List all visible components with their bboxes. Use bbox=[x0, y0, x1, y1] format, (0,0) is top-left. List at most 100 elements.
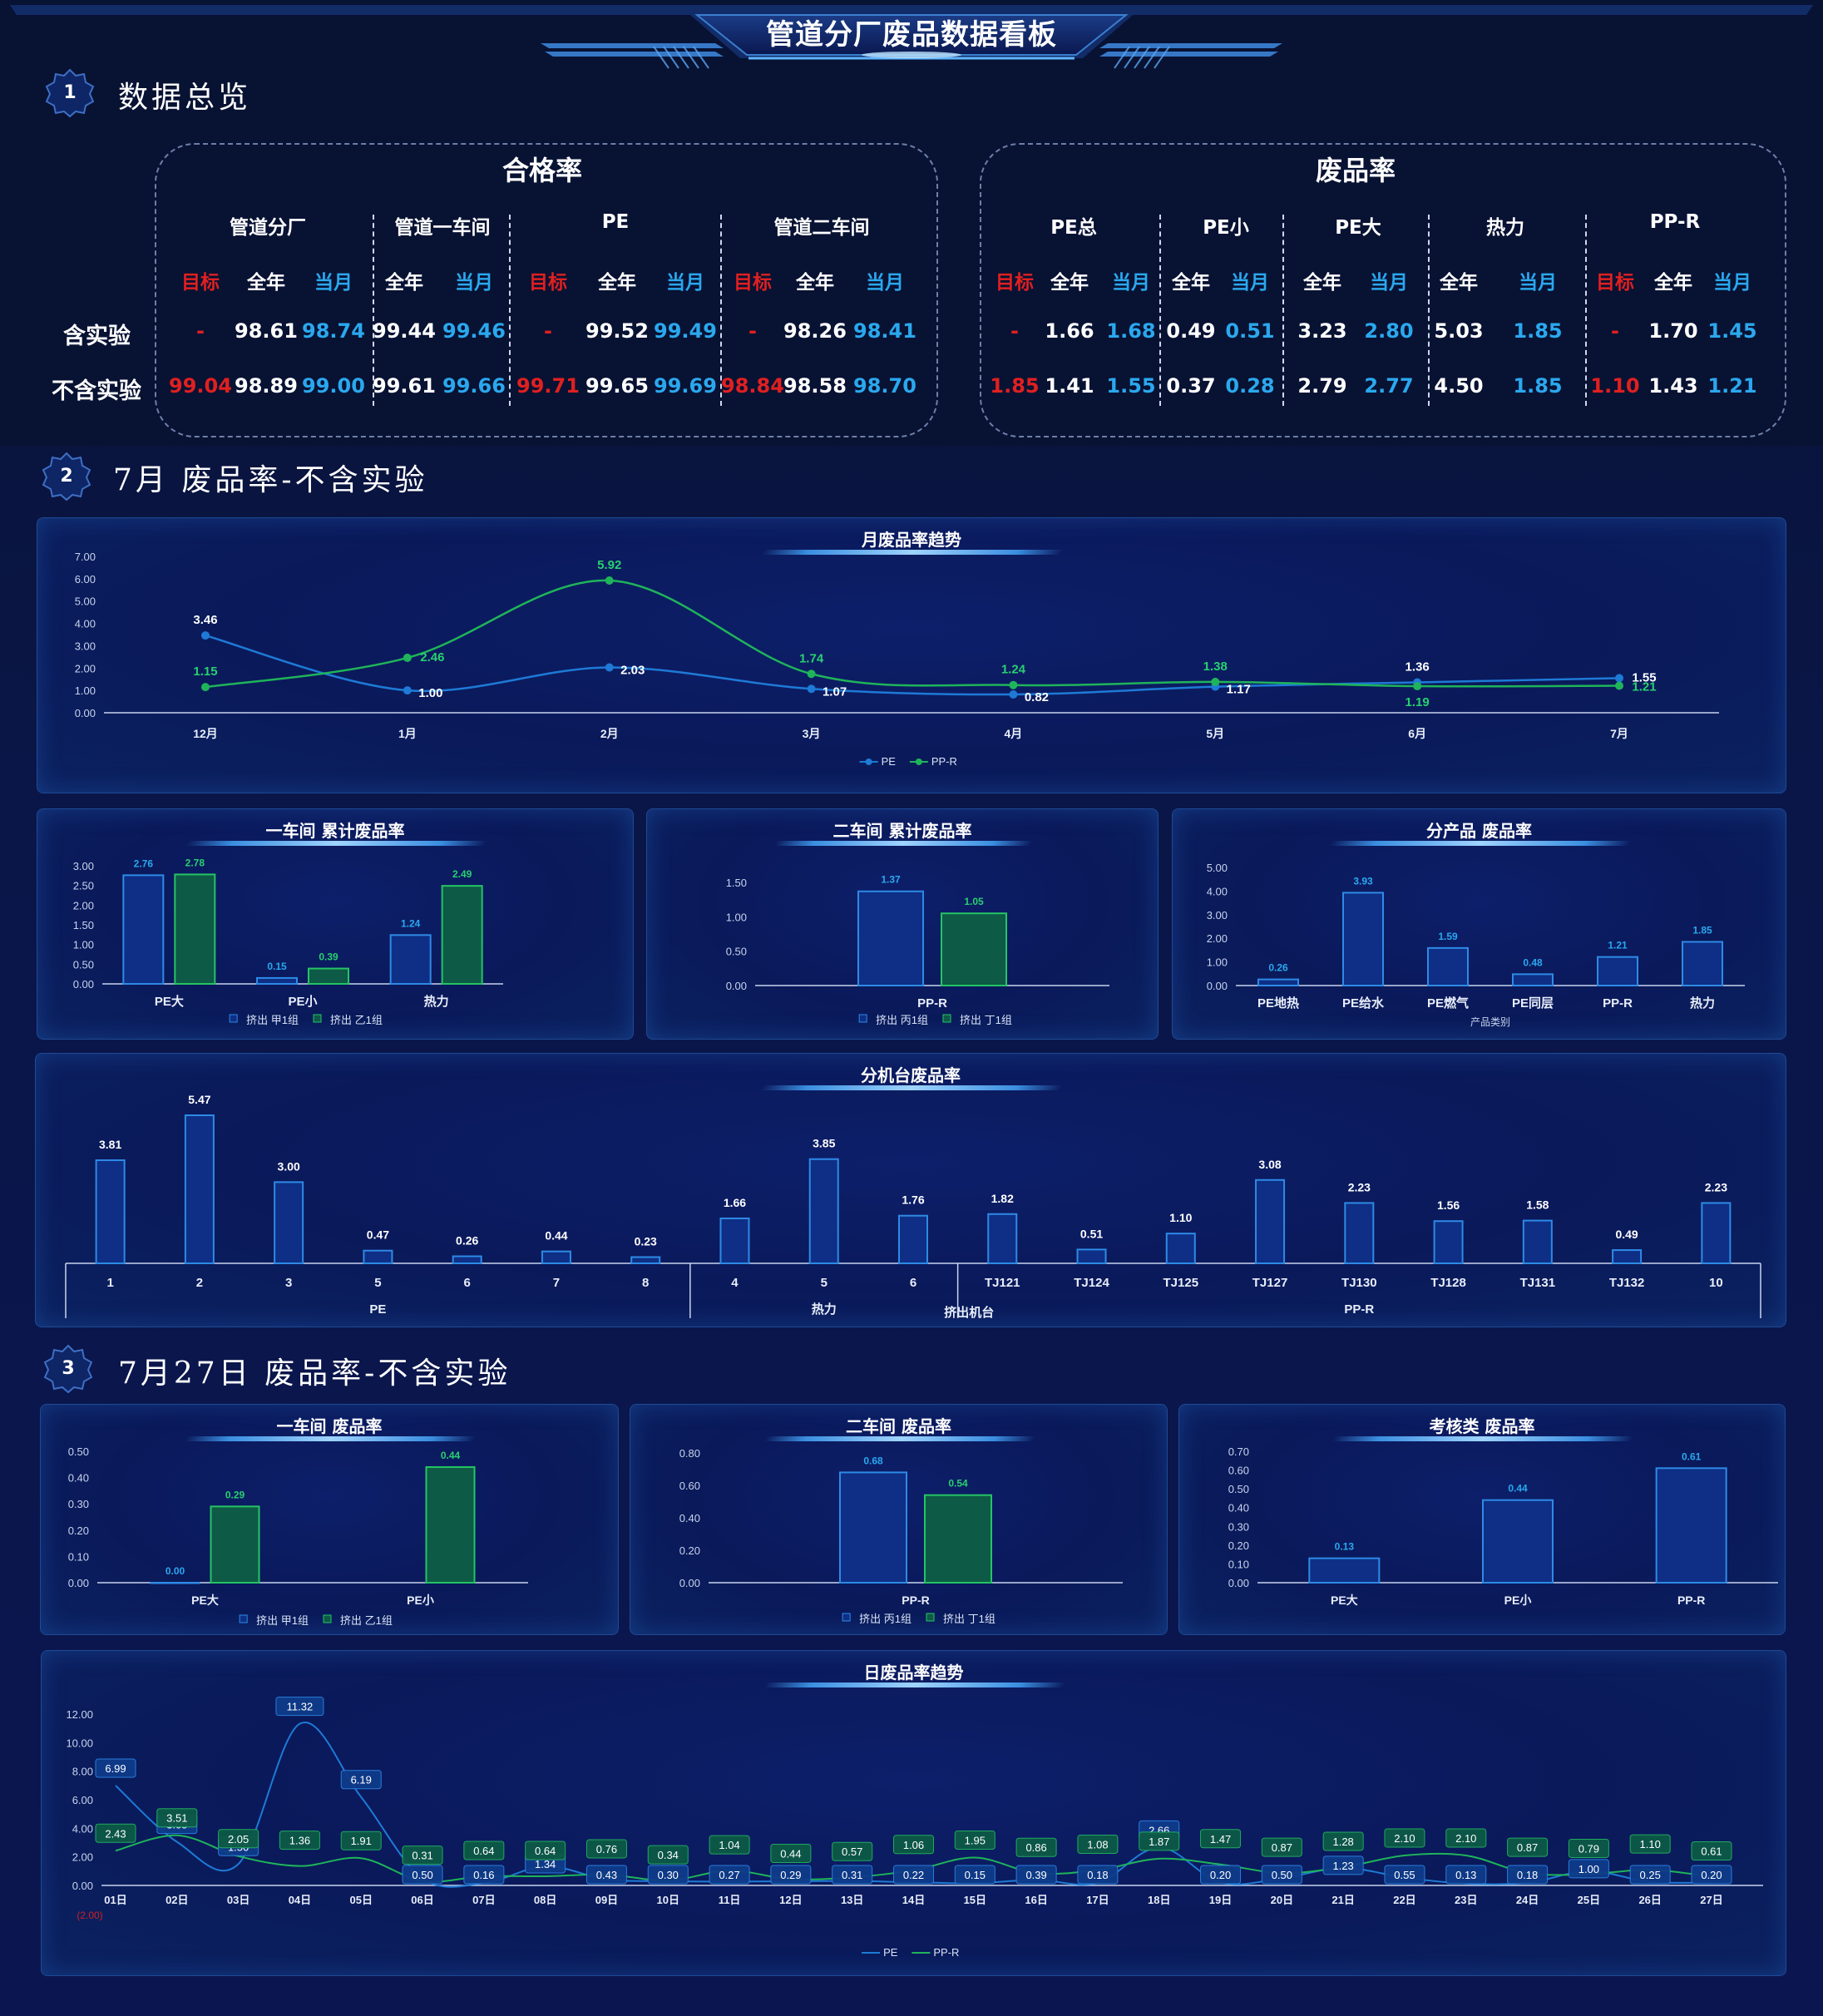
machine-scrap-xtick-13: TJ127 bbox=[1252, 1276, 1288, 1290]
ws2-cumulative-ytick-1: 0.50 bbox=[726, 946, 747, 958]
machine-scrap-bar-10 bbox=[987, 1213, 1018, 1264]
monthly-trend-label-1-2: 5.92 bbox=[597, 558, 621, 572]
pass_rate-group-0-r0-year: 98.61 bbox=[235, 319, 298, 343]
monthly-trend-point-0-3 bbox=[807, 684, 816, 694]
pass_rate-group-2-header: PE bbox=[601, 211, 630, 233]
assess-daily-ytick-5: 0.50 bbox=[1228, 1483, 1249, 1495]
daily-trend-label-box-0-26 bbox=[1691, 1865, 1732, 1885]
monthly-trend-line-1 bbox=[205, 579, 1620, 689]
pass_rate-group-2-r0-month: 99.49 bbox=[654, 319, 717, 343]
machine-scrap-xtick-8: 5 bbox=[821, 1276, 828, 1290]
ws2-cumulative-ytick-0: 0.00 bbox=[726, 980, 747, 992]
product-scrap-label-0-4: 1.21 bbox=[1608, 940, 1628, 951]
daily-trend-label-1-3: 1.36 bbox=[289, 1835, 310, 1847]
daily-trend-xtick-1: 02日 bbox=[166, 1894, 188, 1906]
machine-scrap-bar-4 bbox=[452, 1255, 482, 1265]
ws2-cumulative-legend-label-0: 挤出 丙1组 bbox=[876, 1014, 928, 1026]
pass_rate-group-3-r1-target: 98.84 bbox=[721, 374, 784, 398]
machine-scrap-label-9: 1.76 bbox=[902, 1193, 924, 1207]
monthly-trend-label-0-4: 0.82 bbox=[1025, 690, 1049, 704]
monthly-trend-label-1-4: 1.24 bbox=[1001, 663, 1026, 677]
monthly-trend-svg: 0.00 1.00 2.00 3.00 4.00 5.00 6.00 7.00 12月 1月 2月 3… bbox=[75, 551, 1719, 768]
monthly-trend-label-0-2: 2.03 bbox=[620, 663, 645, 677]
product-scrap-xtick-2: PE燃气 bbox=[1427, 996, 1469, 1010]
pass_rate-group-3-r1-month: 98.70 bbox=[853, 374, 916, 398]
scrap_rate-group-1-r1-year: 0.37 bbox=[1166, 374, 1216, 398]
daily-trend-xtick-13: 14日 bbox=[902, 1894, 925, 1906]
monthly-trend-label-0-1: 1.00 bbox=[418, 686, 442, 700]
scrap_rate-group-3-month-label: 当月 bbox=[1519, 272, 1557, 294]
machine-scrap-label-13: 3.08 bbox=[1258, 1158, 1281, 1171]
product-scrap-label-0-0: 0.26 bbox=[1268, 962, 1288, 974]
daily-trend-label-box-0-14 bbox=[954, 1865, 995, 1885]
monthly-trend-ytick-0: 0.00 bbox=[75, 707, 96, 719]
daily-trend-label-1-10: 1.04 bbox=[719, 1839, 739, 1851]
ws1-daily-legend-label-0: 挤出 甲1组 bbox=[256, 1614, 309, 1627]
machine-scrap-bar-18 bbox=[1701, 1202, 1732, 1264]
ws2-cumulative-xtick-0: PP-R bbox=[917, 996, 947, 1010]
daily-trend-xtick-22: 23日 bbox=[1455, 1894, 1477, 1906]
pass_rate-separator-0 bbox=[373, 215, 374, 406]
daily-trend-label-1-18: 1.47 bbox=[1210, 1833, 1231, 1846]
row-label-without-test: 不含实验 bbox=[52, 378, 141, 404]
daily-trend-label-0-7: 1.34 bbox=[535, 1858, 556, 1870]
scrap_rate-group-2-r0-year: 3.23 bbox=[1297, 319, 1347, 343]
assess-daily-ytick-4: 0.40 bbox=[1228, 1502, 1249, 1514]
daily-trend-label-1-22: 2.10 bbox=[1455, 1832, 1476, 1845]
ws1-daily-ytick-5: 0.50 bbox=[68, 1445, 89, 1458]
daily-trend-xtick-10: 11日 bbox=[719, 1894, 741, 1906]
ws2-daily-ytick-1: 0.20 bbox=[679, 1544, 700, 1557]
scrap_rate-group-3-year-label: 全年 bbox=[1440, 272, 1478, 294]
scrap_rate-separator-3 bbox=[1585, 215, 1587, 406]
daily-trend-label-box-0-25 bbox=[1629, 1865, 1671, 1885]
scrap_rate-group-0-r1-target: 1.85 bbox=[990, 374, 1040, 398]
daily-trend-label-box-1-2 bbox=[218, 1829, 259, 1849]
overview-band bbox=[0, 70, 1823, 446]
daily-trend-label-box-0-21 bbox=[1384, 1865, 1425, 1885]
daily-trend-label-box-0-9 bbox=[647, 1865, 689, 1885]
section-3-title: 7月27日 废品率-不含实验 bbox=[118, 1356, 511, 1391]
daily-trend-ytick-0: 0.00 bbox=[72, 1880, 93, 1892]
scrap_rate-group-0-r1-month: 1.55 bbox=[1106, 374, 1156, 398]
scrap_rate-group-3-r1-year: 4.50 bbox=[1434, 374, 1484, 398]
scrap_rate-group-1-r0-month: 0.51 bbox=[1225, 319, 1275, 343]
monthly-trend-xtick-2: 2月 bbox=[600, 727, 619, 740]
pass_rate-group-2-r1-target: 99.71 bbox=[516, 374, 580, 398]
product-scrap-bar-0-2 bbox=[1427, 946, 1469, 986]
monthly-trend-xtick-5: 5月 bbox=[1206, 727, 1224, 740]
ws1-cumulative-label-1-2: 2.49 bbox=[452, 868, 472, 880]
daily-trend-label-box-1-13 bbox=[893, 1835, 934, 1855]
monthly-trend-label-1-0: 1.15 bbox=[193, 665, 217, 679]
product-scrap-ytick-1: 1.00 bbox=[1207, 956, 1228, 969]
ws1-cumulative-label-0-2: 1.24 bbox=[401, 917, 421, 929]
pass_rate-group-1-year-label: 全年 bbox=[385, 272, 423, 294]
daily-trend-label-box-1-18 bbox=[1200, 1829, 1242, 1849]
machine-scrap-xtick-18: 10 bbox=[1709, 1276, 1723, 1290]
monthly-trend-label-1-6: 1.19 bbox=[1406, 695, 1430, 709]
daily-trend-xtick-9: 10日 bbox=[657, 1894, 679, 1906]
monthly-trend-ytick-3: 3.00 bbox=[75, 640, 96, 652]
daily-trend-label-0-11: 0.29 bbox=[780, 1869, 801, 1881]
assess-daily-xtick-1: PE小 bbox=[1504, 1594, 1532, 1607]
daily-trend-label-1-19: 0.87 bbox=[1272, 1841, 1292, 1854]
assess-daily-ytick-3: 0.30 bbox=[1228, 1520, 1249, 1533]
ws1-daily-ytick-2: 0.20 bbox=[68, 1524, 89, 1537]
ws1-cumulative-ytick-1: 0.50 bbox=[73, 958, 94, 971]
monthly-trend-label-0-6: 1.36 bbox=[1406, 660, 1430, 674]
scrap_rate-group-2-year-label: 全年 bbox=[1303, 272, 1341, 294]
daily-trend-label-1-4: 1.91 bbox=[351, 1835, 372, 1847]
section-1-badge: 1 bbox=[45, 68, 95, 118]
daily-trend-ytick-3: 6.00 bbox=[72, 1794, 93, 1806]
pass_rate-box bbox=[155, 143, 938, 437]
machine-scrap-bar-13 bbox=[1255, 1178, 1286, 1265]
daily-trend-svg: 0.00 2.00 4.00 6.00 8.00 10.00 12.00 (2.00)01日 0… bbox=[66, 1697, 1763, 1959]
machine-scrap-label-3: 0.47 bbox=[367, 1228, 389, 1242]
ws2-cumulative-label-1-0: 1.05 bbox=[964, 896, 984, 907]
ws2-daily-title: 二车间 废品率 bbox=[846, 1416, 951, 1436]
scrap_rate-group-0-month-label: 当月 bbox=[1112, 272, 1150, 294]
scrap_rate-group-2-r0-month: 2.80 bbox=[1364, 319, 1414, 343]
daily-trend-label-box-1-11 bbox=[770, 1843, 812, 1863]
machine-scrap-bar-6 bbox=[630, 1256, 661, 1264]
product-scrap-ytick-2: 2.00 bbox=[1207, 932, 1228, 945]
daily-trend-ytick-4: 8.00 bbox=[72, 1766, 93, 1778]
